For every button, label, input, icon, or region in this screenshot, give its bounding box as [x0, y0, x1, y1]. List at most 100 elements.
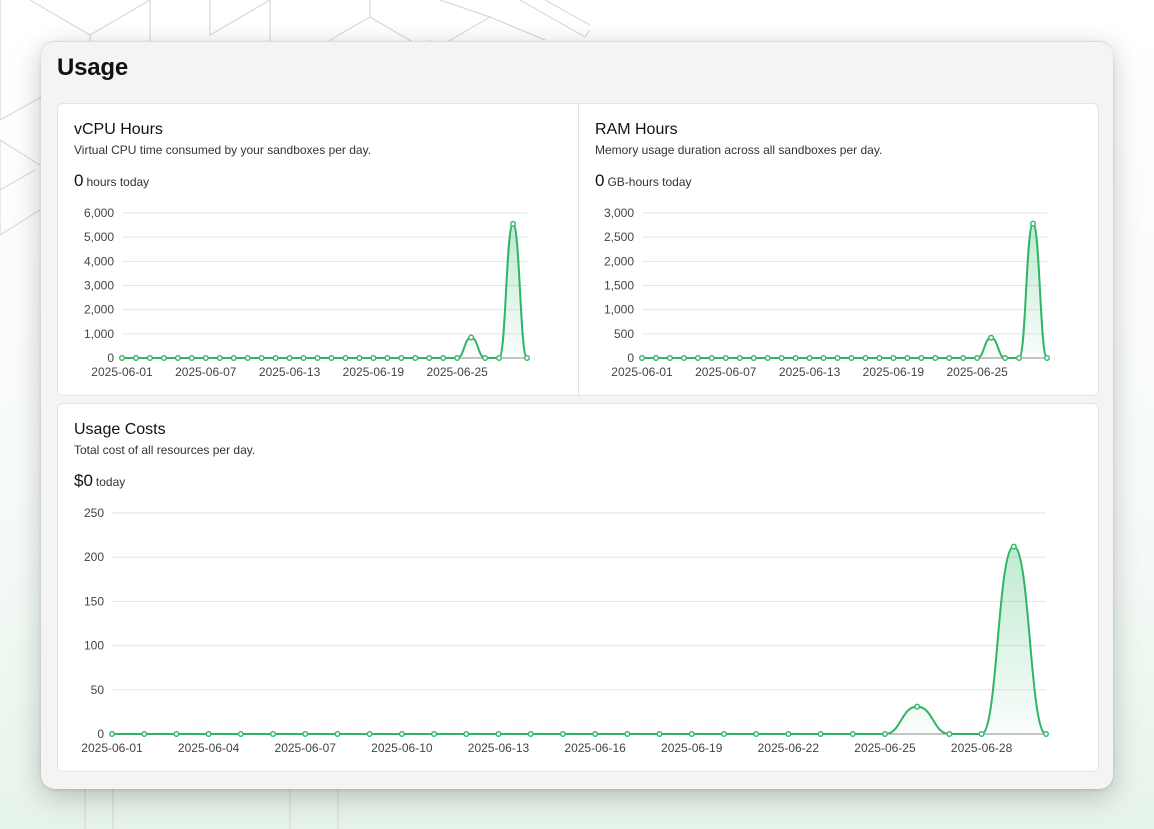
ram-point-2025-06-29 — [1030, 220, 1037, 227]
vcpu-y-tick: 4,000 — [84, 254, 114, 268]
ram-x-tick: 2025-06-19 — [863, 365, 925, 379]
costs-y-tick: 50 — [91, 683, 105, 697]
costs-description: Total cost of all resources per day. — [74, 443, 256, 457]
vcpu-point-2025-06-03 — [146, 354, 153, 361]
ram-point-2025-06-24 — [960, 354, 967, 361]
ram-point-2025-06-30 — [1044, 354, 1051, 361]
ram-point-2025-06-18 — [876, 354, 883, 361]
ram-point-2025-06-13 — [806, 354, 813, 361]
vcpu-point-2025-06-05 — [174, 354, 181, 361]
costs-title: Usage Costs — [74, 421, 166, 438]
vcpu-point-2025-06-28 — [496, 354, 503, 361]
ram-point-2025-06-17 — [862, 354, 869, 361]
costs-x-tick: 2025-06-10 — [371, 741, 433, 755]
vcpu-stat-unit: hours today — [86, 175, 150, 189]
vcpu-stat-value: 0 — [74, 171, 84, 190]
costs-x-tick: 2025-06-13 — [468, 741, 530, 755]
costs-point-2025-06-24 — [849, 731, 856, 738]
costs-chart: 0 50 100 150 200 250 2025-06-01 2025-06-04 2025-… — [81, 506, 1050, 755]
ram-y-tick: 500 — [614, 327, 634, 341]
vcpu-point-2025-06-07 — [202, 354, 209, 361]
ram-point-2025-06-23 — [946, 354, 953, 361]
vcpu-point-2025-06-30 — [524, 354, 531, 361]
ram-point-2025-06-25 — [974, 354, 981, 361]
costs-point-2025-06-20 — [720, 731, 727, 738]
costs-point-2025-06-17 — [624, 731, 631, 738]
ram-stat-unit: GB-hours today — [607, 175, 692, 189]
vcpu-x-tick: 2025-06-07 — [175, 365, 237, 379]
costs-y-tick: 200 — [84, 550, 104, 564]
page-title: Usage — [57, 54, 129, 81]
vcpu-stat: 0 hours today — [74, 171, 149, 191]
vcpu-point-2025-06-25 — [454, 354, 461, 361]
vcpu-point-2025-06-29 — [510, 220, 517, 227]
vcpu-point-2025-06-01 — [119, 354, 126, 361]
costs-y-tick: 150 — [84, 594, 104, 608]
ram-y-tick: 1,000 — [604, 303, 634, 317]
costs-x-tick: 2025-06-25 — [854, 741, 916, 755]
vcpu-y-tick: 2,000 — [84, 303, 114, 317]
costs-point-2025-06-03 — [173, 731, 180, 738]
usage-panel: Usage vCPU Hours Virtual CPU time consum… — [41, 41, 1113, 789]
costs-point-2025-06-14 — [527, 731, 534, 738]
costs-point-2025-06-23 — [817, 731, 824, 738]
ram-point-2025-06-21 — [918, 354, 925, 361]
costs-x-tick: 2025-06-04 — [178, 741, 240, 755]
ram-point-2025-06-07 — [722, 354, 729, 361]
costs-y-tick: 0 — [97, 727, 104, 741]
vcpu-point-2025-06-06 — [188, 354, 195, 361]
vcpu-x-tick: 2025-06-13 — [259, 365, 321, 379]
vcpu-y-tick: 5,000 — [84, 230, 114, 244]
vcpu-point-2025-06-10 — [244, 354, 251, 361]
costs-point-2025-06-15 — [559, 731, 566, 738]
vcpu-point-2025-06-15 — [314, 354, 321, 361]
ram-point-2025-06-15 — [834, 354, 841, 361]
ram-chart: 0 500 1,000 1,500 2,000 2,500 3,000 2025-06-01 2… — [604, 206, 1051, 379]
ram-point-2025-06-01 — [639, 354, 646, 361]
vcpu-point-2025-06-23 — [426, 354, 433, 361]
ram-x-tick: 2025-06-01 — [611, 365, 673, 379]
usage-hours-card: vCPU Hours Virtual CPU time consumed by … — [57, 103, 1099, 396]
ram-y-tick: 3,000 — [604, 206, 634, 220]
costs-point-2025-06-13 — [495, 731, 502, 738]
costs-point-2025-06-29 — [1010, 543, 1017, 550]
costs-point-2025-06-04 — [205, 731, 212, 738]
ram-point-2025-06-04 — [680, 354, 687, 361]
ram-series-line — [642, 222, 1048, 359]
costs-point-2025-06-07 — [302, 731, 309, 738]
ram-point-2025-06-27 — [1002, 354, 1009, 361]
ram-title: RAM Hours — [595, 121, 678, 138]
costs-x-tick: 2025-06-01 — [81, 741, 143, 755]
ram-y-tick: 2,000 — [604, 254, 634, 268]
ram-point-2025-06-09 — [750, 354, 757, 361]
vcpu-description: Virtual CPU time consumed by your sandbo… — [74, 143, 372, 157]
vcpu-y-tick: 6,000 — [84, 206, 114, 220]
costs-x-tick: 2025-06-28 — [951, 741, 1013, 755]
costs-point-2025-06-02 — [141, 731, 148, 738]
costs-y-tick: 100 — [84, 639, 104, 653]
ram-y-tick: 2,500 — [604, 230, 634, 244]
vcpu-x-tick: 2025-06-01 — [91, 365, 153, 379]
costs-point-2025-06-08 — [334, 731, 341, 738]
vcpu-x-tick: 2025-06-19 — [343, 365, 405, 379]
vcpu-y-tick: 3,000 — [84, 279, 114, 293]
costs-point-2025-06-25 — [881, 731, 888, 738]
costs-point-2025-06-12 — [463, 731, 470, 738]
vcpu-y-tick: 1,000 — [84, 327, 114, 341]
vcpu-point-2025-06-18 — [356, 354, 363, 361]
ram-x-tick: 2025-06-07 — [695, 365, 757, 379]
vcpu-point-2025-06-20 — [384, 354, 391, 361]
vcpu-y-tick: 0 — [107, 351, 114, 365]
vcpu-point-2025-06-04 — [160, 354, 167, 361]
ram-x-tick: 2025-06-25 — [946, 365, 1008, 379]
vcpu-point-2025-06-21 — [398, 354, 405, 361]
vcpu-point-2025-06-13 — [286, 354, 293, 361]
vcpu-chart: 0 1,000 2,000 3,000 4,000 5,000 6,000 2025-06-0… — [84, 206, 531, 379]
costs-x-tick: 2025-06-16 — [564, 741, 626, 755]
ram-stat: 0 GB-hours today — [595, 171, 692, 191]
vcpu-point-2025-06-26 — [468, 334, 475, 341]
costs-series-line — [112, 545, 1047, 735]
card-divider — [578, 104, 579, 395]
costs-point-2025-06-19 — [688, 731, 695, 738]
ram-point-2025-06-03 — [666, 354, 673, 361]
